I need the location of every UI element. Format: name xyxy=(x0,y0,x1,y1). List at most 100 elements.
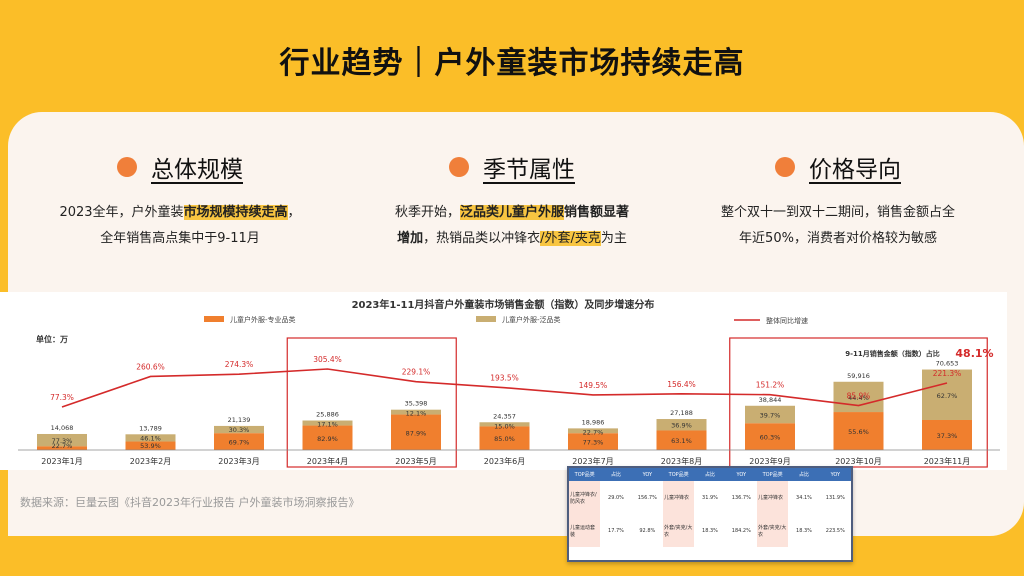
desc-text: ， xyxy=(287,205,301,220)
inset-cell: 31.9% xyxy=(702,494,718,501)
desc-text: 秋季开始， xyxy=(394,205,460,220)
x-axis: 2023年1月 2023年2月 2023年3月 2023年4月 2023年5月 2023年… xyxy=(18,449,1000,466)
inset-header-cell: TOP品类 xyxy=(569,468,601,481)
desc-highlight: 市场规模持续走高 xyxy=(183,205,288,220)
yoy-data-label: 156.4% xyxy=(667,380,696,389)
desc-highlight: 泛品类儿童户外服 xyxy=(459,205,564,220)
data-label-professional: 63.1% xyxy=(671,437,692,445)
inset-cell: 34.1% xyxy=(796,494,812,501)
data-label-general: 39.7% xyxy=(760,412,781,420)
data-label-total: 24,357 xyxy=(493,412,516,420)
yoy-series-line xyxy=(61,368,948,408)
inset-header-cell: YOY xyxy=(725,468,757,481)
data-label-total: 21,139 xyxy=(228,416,251,424)
inset-header-cell: YOY xyxy=(819,468,851,481)
desc-text: 为主 xyxy=(600,231,627,246)
data-label-professional: 69.7% xyxy=(229,439,250,447)
inset-cell: 儿童冲锋衣/防风衣 xyxy=(569,481,601,514)
top-category-inset-table: TOP品类 占比 YOY TOP品类 占比 YOY TOP品类 占比 YOY 儿童冲锋衣/防风衣… xyxy=(567,466,853,562)
data-label-professional: 60.3% xyxy=(760,434,781,442)
bar-segment-professional xyxy=(391,414,441,450)
section-desc: 整个双十一到双十二期间，销售金额占全 年近50%，消费者对价格较为敏感 xyxy=(688,200,988,252)
inset-header-cell: 占比 xyxy=(694,468,726,481)
data-label-professional: 22.7% xyxy=(52,442,73,450)
data-label-total: 13,789 xyxy=(139,424,162,432)
bar-segment-general xyxy=(479,422,530,427)
highlight-note-value: 48.1% xyxy=(955,347,993,360)
inset-cell: 29.0% xyxy=(608,494,624,501)
x-tick-label: 2023年2月 xyxy=(130,456,171,466)
section-overall-scale: 总体规模 2023全年，户外童装市场规模持续走高， 全年销售高点集中于9-11月 xyxy=(30,150,330,252)
inset-cell: 17.7% xyxy=(608,527,624,534)
data-label-total: 27,188 xyxy=(670,409,693,417)
yoy-data-label: 274.3% xyxy=(225,360,254,369)
data-label-total: 59,916 xyxy=(847,372,870,380)
inset-header-row: TOP品类 占比 YOY TOP品类 占比 YOY TOP品类 占比 YOY xyxy=(569,468,851,481)
inset-cell: 131.9% xyxy=(825,494,845,501)
highlight-box xyxy=(286,337,457,468)
bar-segment-professional xyxy=(656,430,707,450)
legend-label: 儿童户外服-泛品类 xyxy=(502,315,561,324)
inset-cell: 外套/夹克/大衣 xyxy=(756,514,789,547)
highlight-box xyxy=(729,337,988,468)
bar-segment-general xyxy=(745,405,795,424)
bar-segment-professional xyxy=(37,446,87,450)
x-tick-label: 2023年10月 xyxy=(835,456,882,466)
desc-highlight: 增加 xyxy=(397,231,424,246)
inset-header-cell: YOY xyxy=(631,468,663,481)
data-label-general: 44.4% xyxy=(848,394,869,402)
bullet-dot-icon xyxy=(449,157,469,177)
data-label-general: 30.3% xyxy=(229,426,250,434)
bar-segment-professional xyxy=(745,423,795,450)
bar-segment-general xyxy=(214,425,264,434)
section-heading: 总体规模 xyxy=(151,157,243,183)
desc-text: 全年销售高点集中于9-11月 xyxy=(100,231,260,246)
data-label-total: 70,653 xyxy=(936,360,959,368)
legend-swatch-general xyxy=(476,316,496,322)
inset-cell: 外套/夹克/大衣 xyxy=(662,514,695,547)
data-label-professional: 85.0% xyxy=(494,435,515,443)
bar-segment-general xyxy=(922,369,972,420)
x-tick-label: 2023年8月 xyxy=(661,456,702,466)
data-label-general: 77.3% xyxy=(52,437,73,445)
yoy-data-label: 221.3% xyxy=(933,369,962,378)
inset-cell: 儿童冲锋衣 xyxy=(756,481,789,514)
desc-highlight: /外套/夹克 xyxy=(540,231,601,246)
sales-chart: 2023年1-11月抖音户外童装市场销售金额（指数）及同步增速分布 单位：万 儿… xyxy=(18,298,1000,468)
yoy-data-label: 151.2% xyxy=(756,381,785,390)
legend-label: 儿童户外服-专业品类 xyxy=(230,315,296,324)
x-tick-label: 2023年3月 xyxy=(218,456,259,466)
chart-area: 2023年1-11月抖音户外童装市场销售金额（指数）及同步增速分布 单位：万 儿… xyxy=(0,292,1007,470)
x-tick-label: 2023年9月 xyxy=(749,456,790,466)
yoy-data-label: 229.1% xyxy=(402,368,431,377)
section-heading: 价格导向 xyxy=(809,157,901,183)
inset-cell: 18.3% xyxy=(796,527,812,534)
inset-row: 儿童冲锋衣/防风衣 29.0% 156.7% 儿童冲锋衣 31.9% 136.7% 儿童冲锋… xyxy=(569,481,851,514)
data-label-total: 18,986 xyxy=(582,418,605,426)
bar-segment-general xyxy=(125,434,176,442)
inset-cell: 223.5% xyxy=(825,527,845,534)
x-tick-label: 2023年7月 xyxy=(572,456,613,466)
section-desc: 秋季开始，泛品类儿童户外服销售额显著 增加，热销品类以冲锋衣/外套/夹克为主 xyxy=(362,200,662,252)
chart-title: 2023年1-11月抖音户外童装市场销售金额（指数）及同步增速分布 xyxy=(352,298,655,311)
legend-swatch-professional xyxy=(204,316,224,322)
data-label-total: 38,844 xyxy=(759,396,782,404)
inset-cell: 184.2% xyxy=(731,527,751,534)
inset-cell: 156.7% xyxy=(637,494,657,501)
desc-highlight: 销售额显著 xyxy=(564,205,630,220)
highlight-boxes xyxy=(286,337,988,468)
bar-segment-general xyxy=(833,381,884,413)
desc-text: 整个双十一到双十二期间，销售金额占全 xyxy=(720,205,955,220)
inset-header-cell: 占比 xyxy=(600,468,632,481)
yoy-data-label: 149.5% xyxy=(579,381,608,390)
data-label-professional: 55.6% xyxy=(848,428,869,436)
bar-segment-professional xyxy=(922,419,972,450)
yoy-data-label: 85.9% xyxy=(847,392,871,401)
data-label-general: 17.1% xyxy=(317,421,338,429)
bar-segment-general xyxy=(302,420,353,426)
data-label-professional: 82.9% xyxy=(317,435,338,443)
yoy-data-label: 193.5% xyxy=(490,374,519,383)
data-label-general: 36.9% xyxy=(671,422,692,430)
bar-segment-professional xyxy=(479,426,530,450)
